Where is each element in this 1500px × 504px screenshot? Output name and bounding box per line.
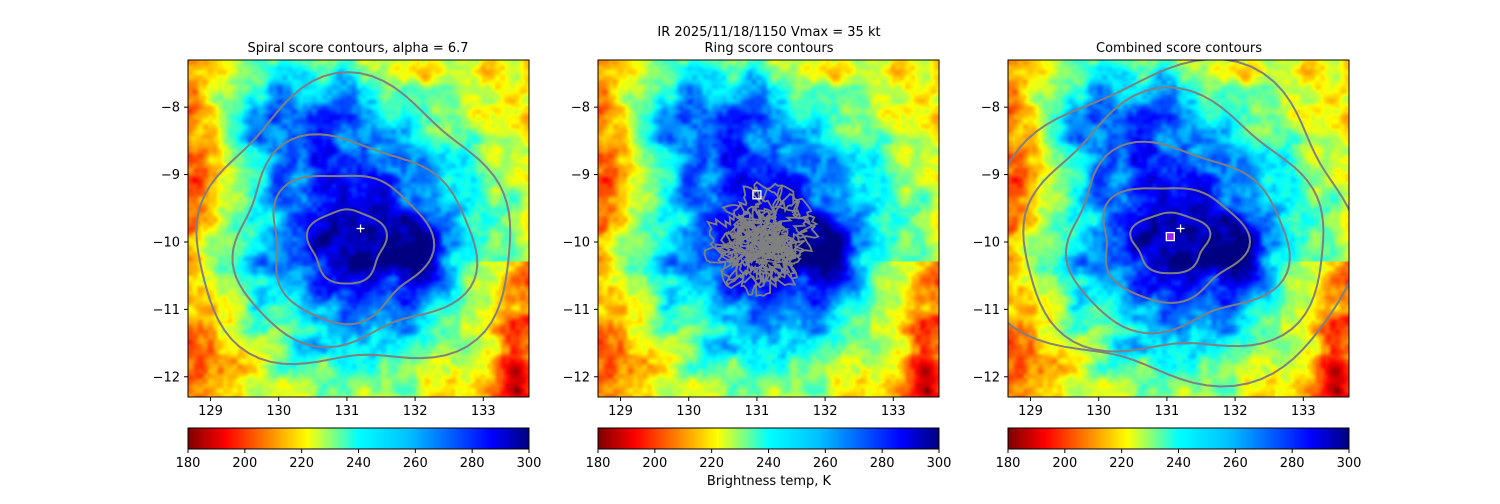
colorbar-tick-label: 280 xyxy=(460,456,485,471)
colorbar-tick-label: 260 xyxy=(1223,456,1248,471)
x-tick-label: 133 xyxy=(471,404,496,419)
colorbar: 180 200 220 240 260 280 300 xyxy=(176,427,542,471)
contour-line xyxy=(1102,187,1252,304)
contour-group xyxy=(195,71,512,366)
x-tick-label: 131 xyxy=(744,404,769,419)
colorbar-tick-label: 260 xyxy=(813,456,838,471)
y-tick-label: −8 xyxy=(981,101,1000,116)
axes-frame xyxy=(1007,59,1350,398)
x-tick-label: 130 xyxy=(266,404,291,419)
y-tick-label: −12 xyxy=(153,370,180,385)
center-plus-marker xyxy=(1176,224,1185,233)
x-tick-label: 132 xyxy=(1223,404,1248,419)
contour-line xyxy=(272,174,436,326)
panel-1: 129 130 131 132 133 −8 −9 −10 −11 −12 180 200 220 240… xyxy=(153,59,542,471)
colorbar-tick-label: 260 xyxy=(403,456,428,471)
x-tick-label: 132 xyxy=(813,404,838,419)
y-tick-label: −9 xyxy=(571,168,590,183)
colorbar-tick-label: 220 xyxy=(1109,456,1134,471)
contour-group xyxy=(1008,60,1349,388)
colorbar-tick-label: 200 xyxy=(642,456,667,471)
colorbar-gradient xyxy=(1007,427,1350,450)
contour-line xyxy=(195,71,512,366)
x-tick-label: 131 xyxy=(1154,404,1179,419)
x-tick-label: 133 xyxy=(881,404,906,419)
contour-line xyxy=(1129,211,1212,275)
x-tick-label: 130 xyxy=(676,404,701,419)
figure-suptitle: IR 2025/11/18/1150 Vmax = 35 kt xyxy=(657,25,880,40)
contour-line xyxy=(717,215,780,281)
x-tick-label: 129 xyxy=(198,404,223,419)
y-tick-label: −11 xyxy=(153,303,180,318)
y-tick-label: −10 xyxy=(563,235,590,250)
y-tick-label: −9 xyxy=(981,168,1000,183)
colorbar-gradient xyxy=(187,427,530,450)
panels-group: 129 130 131 132 133 −8 −9 −10 −11 −12 180 200 220 240… xyxy=(153,59,1362,471)
figure-subtitle-2: Ring score contours xyxy=(704,41,833,56)
center-plus-marker xyxy=(356,224,365,233)
y-tick-label: −8 xyxy=(571,101,590,116)
panel-title-spiral: Spiral score contours, alpha = 6.7 xyxy=(247,41,468,56)
colorbar: 180 200 220 240 260 280 300 xyxy=(996,427,1362,471)
colorbar-tick-label: 180 xyxy=(176,456,201,471)
contour-line xyxy=(1008,60,1349,388)
contour-line xyxy=(231,133,479,349)
x-tick-label: 132 xyxy=(403,404,428,419)
y-tick-label: −10 xyxy=(153,235,180,250)
colorbar-tick-label: 200 xyxy=(1052,456,1077,471)
ir-image xyxy=(598,60,939,397)
colorbar-tick-label: 300 xyxy=(517,456,542,471)
center-square-marker xyxy=(1165,231,1175,242)
colorbar-tick-label: 240 xyxy=(346,456,371,471)
axes-frame xyxy=(597,59,940,398)
contour-line xyxy=(1064,140,1291,335)
colorbar-label: Brightness temp, K xyxy=(707,474,832,489)
panel-title-combined: Combined score contours xyxy=(1096,41,1262,56)
colorbar-gradient xyxy=(597,427,940,450)
colorbar-tick-label: 240 xyxy=(756,456,781,471)
axes-frame xyxy=(187,59,530,398)
y-tick-label: −9 xyxy=(161,168,180,183)
colorbar-tick-label: 180 xyxy=(586,456,611,471)
center-square-marker xyxy=(752,190,762,200)
colorbar: 180 200 220 240 260 280 300 xyxy=(586,427,952,471)
y-tick-label: −11 xyxy=(973,303,1000,318)
colorbar-tick-label: 180 xyxy=(996,456,1021,471)
x-tick-label: 130 xyxy=(1086,404,1111,419)
colorbar-tick-label: 300 xyxy=(1337,456,1362,471)
y-tick-label: −8 xyxy=(161,101,180,116)
colorbar-tick-label: 280 xyxy=(870,456,895,471)
contour-group xyxy=(703,181,820,297)
x-tick-label: 133 xyxy=(1291,404,1316,419)
x-tick-label: 129 xyxy=(1018,404,1043,419)
colorbar-tick-label: 220 xyxy=(289,456,314,471)
y-tick-label: −10 xyxy=(973,235,1000,250)
panel-2: 129 130 131 132 133 −8 −9 −10 −11 −12 180 200 220 240… xyxy=(563,59,952,471)
y-tick-label: −11 xyxy=(563,303,590,318)
colorbar-tick-label: 280 xyxy=(1280,456,1305,471)
contour-line xyxy=(305,208,388,285)
x-tick-label: 129 xyxy=(608,404,633,419)
y-tick-label: −12 xyxy=(563,370,590,385)
contour-line xyxy=(1022,86,1325,353)
panel-3: 129 130 131 132 133 −8 −9 −10 −11 −12 180 200 220 240… xyxy=(973,59,1362,471)
colorbar-tick-label: 300 xyxy=(927,456,952,471)
colorbar-tick-label: 220 xyxy=(699,456,724,471)
colorbar-tick-label: 240 xyxy=(1166,456,1191,471)
colorbar-tick-label: 200 xyxy=(232,456,257,471)
x-tick-label: 131 xyxy=(334,404,359,419)
y-tick-label: −12 xyxy=(973,370,1000,385)
